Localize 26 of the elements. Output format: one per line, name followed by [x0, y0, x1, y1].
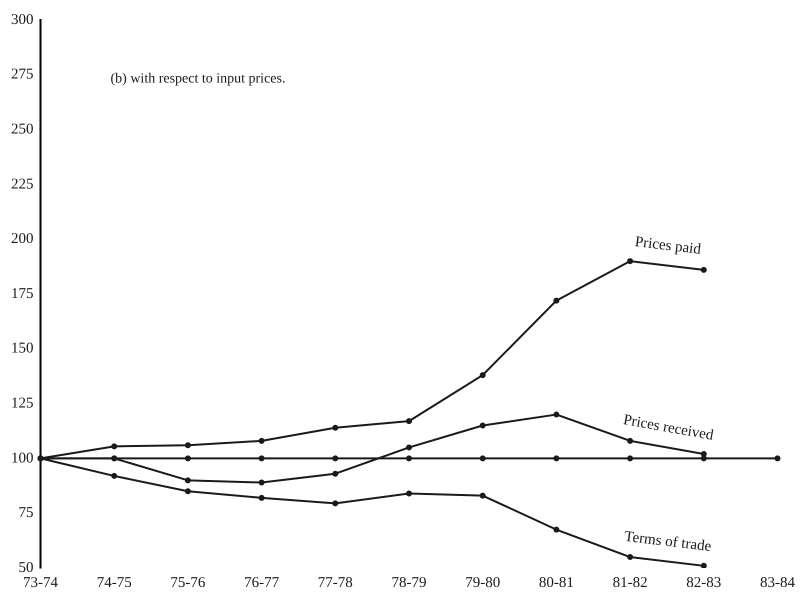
x-tick-label: 77-78	[318, 574, 353, 591]
y-tick-label: 75	[18, 505, 34, 522]
x-tick-label: 75-76	[170, 574, 206, 591]
y-tick-label: 200	[11, 231, 34, 248]
y-tick-label: 300	[11, 12, 34, 28]
x-tick-label: 74-75	[96, 574, 132, 591]
y-tick-label: 275	[11, 66, 34, 83]
y-tick-label: 150	[11, 340, 34, 357]
y-tick-label: 50	[18, 560, 34, 576]
x-tick-label: 80-81	[538, 574, 574, 591]
x-tick-label: 83-84	[760, 574, 796, 591]
x-tick-label: 81-82	[612, 574, 648, 591]
y-tick-label: 125	[11, 396, 34, 412]
text: Prices paid	[634, 234, 702, 258]
y-tick-label: 100	[11, 450, 34, 466]
x-tick-label: 79-80	[465, 574, 500, 591]
text: Prices received	[622, 412, 716, 444]
text: Terms of trade	[624, 528, 712, 556]
x-tick-label: 82-83	[686, 574, 722, 591]
x-tick-label: 78-79	[392, 574, 426, 591]
y-tick-label: 225	[11, 176, 34, 192]
x-tick-label: 73-74	[23, 574, 58, 591]
annotation: (b) with respect to input prices.	[110, 71, 286, 86]
y-tick-label: 250	[11, 122, 34, 138]
x-tick-label: 76-77	[244, 574, 280, 591]
y-tick-label: 175	[11, 286, 34, 302]
